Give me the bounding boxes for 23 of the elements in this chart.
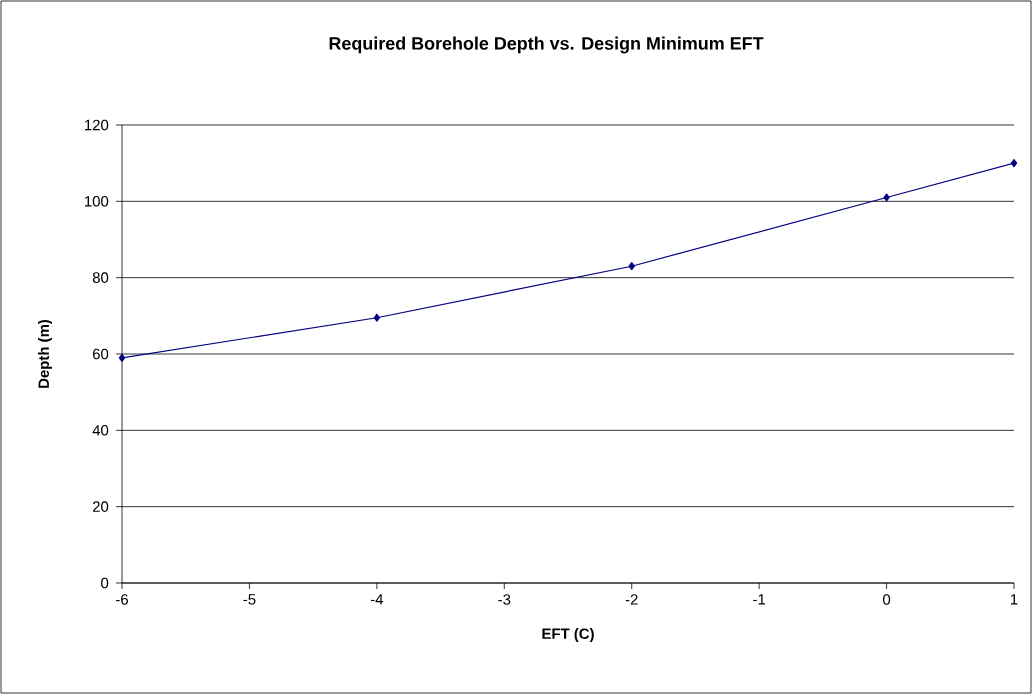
- y-tick-label: 0: [101, 577, 109, 589]
- x-tick-label: -6: [116, 594, 128, 605]
- x-tick-label: -5: [243, 594, 256, 605]
- point: [373, 313, 381, 322]
- y-tick-label: 40: [92, 425, 109, 436]
- x-tick-label: 0: [883, 594, 891, 605]
- point: [883, 193, 890, 202]
- point: [118, 353, 126, 362]
- x-tick-label: -1: [753, 594, 766, 605]
- y-axis-title: Depth (m): [38, 319, 52, 388]
- y-tick-label: 120: [85, 119, 109, 131]
- y-tick-label: 20: [92, 501, 109, 512]
- y-tick-label: 80: [92, 272, 109, 283]
- y-tick-label: 60: [92, 348, 109, 360]
- y-tick-label: 100: [85, 196, 109, 207]
- x-tick-label: -4: [370, 594, 384, 605]
- x-tick-label: -2: [625, 594, 638, 605]
- point: [628, 262, 635, 271]
- chart-title: Required Borehole Depth vs. Design Minimum EFT: [329, 36, 764, 54]
- point: [1010, 159, 1018, 168]
- x-tick-label: -3: [498, 594, 511, 605]
- x-axis-title: EFT (C): [542, 628, 594, 642]
- x-tick-label: 1: [1010, 594, 1018, 605]
